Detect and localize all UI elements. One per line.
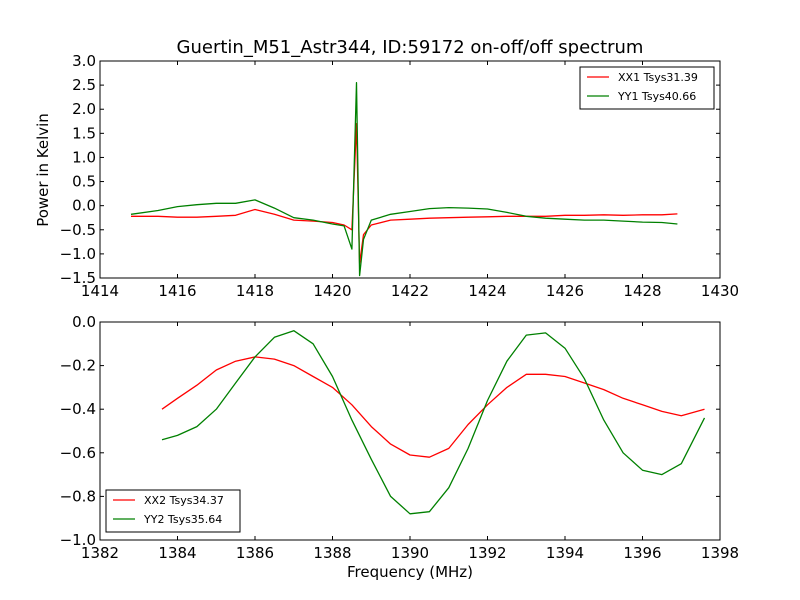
top-series-line-0	[131, 123, 678, 265]
bottom-y-tick-label-5: 0.0	[72, 313, 96, 331]
bottom-x-tick-label-8: 1398	[701, 544, 739, 562]
figure-title: Guertin_M51_Astr344, ID:59172 on-off/off…	[177, 37, 644, 58]
bottom-legend-label-0: XX2 Tsys34.37	[144, 494, 224, 507]
bottom-x-tick-label-7: 1396	[623, 544, 661, 562]
bottom-x-tick-label-4: 1390	[391, 544, 429, 562]
bottom-y-tick-label-2: −0.6	[60, 444, 96, 462]
top-y-tick-label-2: −0.5	[60, 221, 96, 239]
top-y-tick-label-7: 2.0	[72, 100, 96, 118]
bottom-series-line-1	[161, 330, 706, 515]
top-spectrum-panel: Power in Kelvin 1414 1416 1418 1420 1422 1424…	[34, 52, 739, 300]
bottom-y-tick-label-0: −1.0	[60, 531, 96, 549]
top-legend-label-1: YY1 Tsys40.66	[617, 90, 696, 103]
top-y-tick-label-4: 0.5	[72, 173, 96, 191]
top-legend-box	[579, 66, 715, 110]
top-y-tick-label-6: 1.5	[72, 124, 96, 142]
bottom-y-tick-label-4: −0.2	[60, 357, 96, 375]
top-legend: XX1 Tsys31.39 YY1 Tsys40.66	[579, 66, 715, 110]
bottom-x-tick-label-0: 1382	[81, 544, 119, 562]
top-x-tick-label-6: 1426	[546, 282, 584, 300]
top-y-tick-label-1: −1.0	[60, 245, 96, 263]
top-x-tick-label-7: 1428	[623, 282, 661, 300]
bottom-x-tick-label-6: 1394	[546, 544, 584, 562]
bottom-y-tick-label-1: −0.8	[60, 487, 96, 505]
top-x-tick-label-5: 1424	[468, 282, 506, 300]
bottom-x-axis-title: Frequency (MHz)	[347, 563, 473, 581]
bottom-spectrum-panel: Frequency (MHz) 1382 1384 1386 1388 1390 1392…	[60, 313, 740, 581]
bottom-legend-label-1: YY2 Tsys35.64	[143, 513, 222, 526]
bottom-legend-box	[105, 489, 241, 533]
top-x-tick-label-0: 1414	[81, 282, 119, 300]
top-legend-label-0: XX1 Tsys31.39	[618, 71, 698, 84]
bottom-x-tick-label-1: 1384	[158, 544, 196, 562]
top-y-tick-label-8: 2.5	[72, 76, 96, 94]
top-y-tick-label-0: −1.5	[60, 269, 96, 287]
top-x-tick-label-1: 1416	[158, 282, 196, 300]
top-x-tick-label-8: 1430	[701, 282, 739, 300]
bottom-x-tick-label-5: 1392	[468, 544, 506, 562]
top-y-axis-title: Power in Kelvin	[34, 113, 52, 227]
bottom-series-line-0	[161, 356, 705, 458]
bottom-y-tick-label-3: −0.4	[60, 400, 96, 418]
top-x-tick-label-2: 1418	[236, 282, 274, 300]
top-y-tick-label-9: 3.0	[72, 52, 96, 70]
bottom-x-tick-label-3: 1388	[313, 544, 351, 562]
top-x-tick-label-4: 1422	[391, 282, 429, 300]
top-x-tick-label-3: 1420	[313, 282, 351, 300]
bottom-x-tick-label-2: 1386	[236, 544, 274, 562]
top-y-tick-label-5: 1.0	[72, 148, 96, 166]
bottom-legend: XX2 Tsys34.37 YY2 Tsys35.64	[105, 489, 241, 533]
top-y-tick-label-3: 0.0	[72, 197, 96, 215]
top-series-line-1	[130, 82, 678, 277]
